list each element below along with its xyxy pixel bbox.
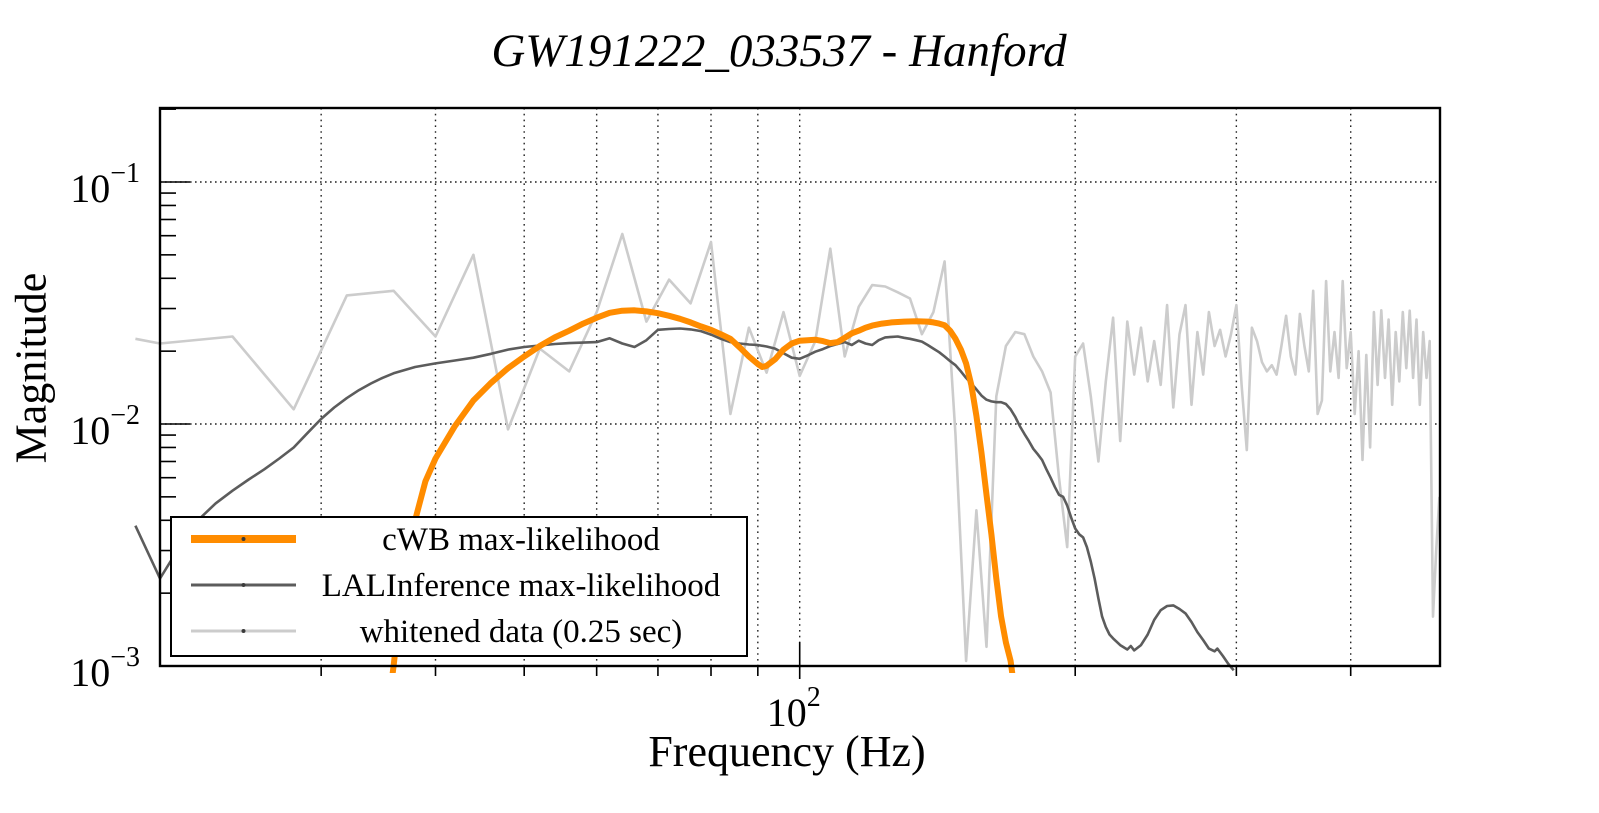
legend-marker-whitened (241, 629, 246, 633)
legend-label: cWB max-likelihood (382, 522, 660, 558)
x-tick-label: 102 (767, 682, 821, 735)
y-tick-label: 10−1 (70, 158, 140, 211)
axis-ticks (160, 108, 1352, 679)
series-group (134, 232, 1441, 673)
series-whitened (135, 232, 1441, 663)
series-cwb (389, 307, 1016, 673)
legend-marker-lalinference (241, 583, 246, 587)
y-tick-label: 10−3 (70, 642, 140, 695)
chart-title: GW191222_033537 - Hanford (491, 25, 1067, 77)
legend-label: LALInference max-likelihood (322, 568, 721, 604)
x-axis-label: Frequency (Hz) (648, 727, 926, 776)
y-tick-label: 10−2 (70, 400, 140, 453)
legend: cWB max-likelihood LALInference max-likel… (170, 516, 748, 657)
series-lalinference (134, 327, 1235, 672)
legend-label: whitened data (0.25 sec) (360, 614, 683, 650)
legend-marker-cwb (241, 537, 246, 541)
